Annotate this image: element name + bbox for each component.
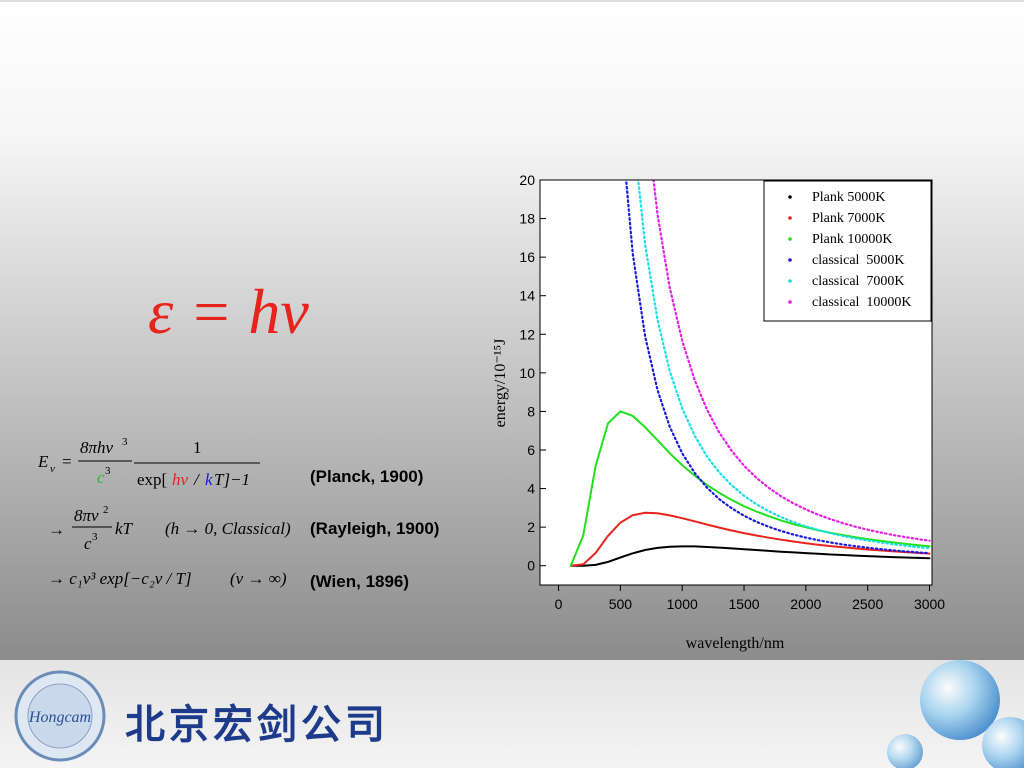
series-line [637, 180, 931, 550]
formula-part: hν [172, 470, 189, 489]
series-line [652, 180, 931, 542]
decor-ball [920, 660, 1000, 740]
rayleigh-formula: → 8πν 2 c 3 kT (h → 0, Classical) (Rayle… [48, 504, 439, 553]
logo-text: Hongcam [28, 709, 91, 726]
x-tick-label: 3000 [914, 596, 945, 612]
formula-part: c [97, 468, 105, 487]
formula-part: 2 [103, 504, 109, 516]
y-tick-label: 8 [527, 403, 535, 419]
logo-inner [27, 683, 93, 749]
y-tick-label: 0 [527, 558, 535, 574]
formula-part: 1 [193, 438, 202, 457]
formula-part: 3 [105, 465, 111, 477]
formula-part: → [48, 520, 65, 539]
formula-part: 3 [92, 531, 98, 543]
formula-part: kT [115, 519, 134, 538]
formula-part: 8πν [74, 506, 99, 525]
y-tick-label: 20 [519, 172, 535, 188]
citation: (Rayleigh, 1900) [310, 519, 439, 538]
series-line [569, 410, 931, 567]
formula-part: ν [50, 463, 55, 475]
formula-part: T]−1 [214, 470, 250, 489]
x-tick-label: 0 [555, 596, 563, 612]
y-axis-label: energy/10⁻¹⁵J [492, 339, 509, 428]
formula-part: → c₁ν³ exp[−c₂ν / T] [48, 569, 192, 588]
legend-label: classical 5000K [812, 253, 905, 268]
formula-part: (h → 0, Classical) [165, 519, 291, 538]
y-tick-label: 6 [527, 442, 535, 458]
footer-band [0, 660, 1024, 768]
y-tick-label: 18 [519, 211, 535, 227]
legend-label: Plank 10000K [812, 232, 893, 247]
x-tick-label: 2000 [790, 596, 821, 612]
formula-part: k [205, 470, 213, 489]
formula-part: 8πhν [80, 438, 114, 457]
formula-part: E [37, 452, 49, 471]
citation: (Wien, 1896) [310, 572, 409, 591]
formula-part: 3 [122, 436, 128, 448]
legend-label: classical 7000K [812, 274, 905, 289]
legend-label: Plank 5000K [812, 190, 886, 205]
formula-part: c [84, 534, 92, 553]
series-line [625, 180, 931, 555]
series-line [569, 511, 931, 567]
curves [569, 180, 931, 567]
y-tick-label: 12 [519, 326, 535, 342]
decor-ball [887, 734, 923, 768]
legend-marker [788, 195, 792, 199]
legend-marker [788, 237, 792, 241]
y-tick-label: 4 [527, 481, 535, 497]
legend-box [763, 180, 932, 322]
formula-part: exp[ [137, 470, 168, 489]
y-tick-label: 14 [519, 288, 535, 304]
legend-marker [788, 258, 792, 262]
y-tick-label: 16 [519, 249, 535, 265]
x-axis-label: wavelength/nm [686, 635, 785, 652]
legend-marker [788, 300, 792, 304]
x-tick-label: 1500 [728, 596, 759, 612]
decor-ball [982, 717, 1024, 768]
formula-part: = [62, 452, 72, 471]
series-line [569, 545, 931, 567]
x-tick-label: 1000 [667, 596, 698, 612]
headline-formula: ε = hν [148, 276, 309, 347]
x-tick-label: 500 [609, 596, 633, 612]
formula-part: / [193, 470, 201, 489]
y-tick-label: 10 [519, 365, 535, 381]
y-tick-label: 2 [527, 519, 535, 535]
formula-part: (ν → ∞) [230, 569, 287, 588]
legend-marker [788, 216, 792, 220]
planck-formula: E ν = 8πhν 3 c 3 1 exp[ hν / k T]−1 (Pla… [37, 436, 423, 489]
wien-formula: → c₁ν³ exp[−c₂ν / T] (ν → ∞) (Wien, 1896… [48, 569, 409, 591]
legend-marker [788, 279, 792, 283]
legend-label: classical 10000K [812, 295, 912, 310]
legend-label: Plank 7000K [812, 211, 886, 226]
x-tick-label: 2500 [852, 596, 883, 612]
citation: (Planck, 1900) [310, 467, 423, 486]
company-name: 北京宏剑公司 [125, 702, 389, 747]
plot-frame [539, 179, 933, 586]
